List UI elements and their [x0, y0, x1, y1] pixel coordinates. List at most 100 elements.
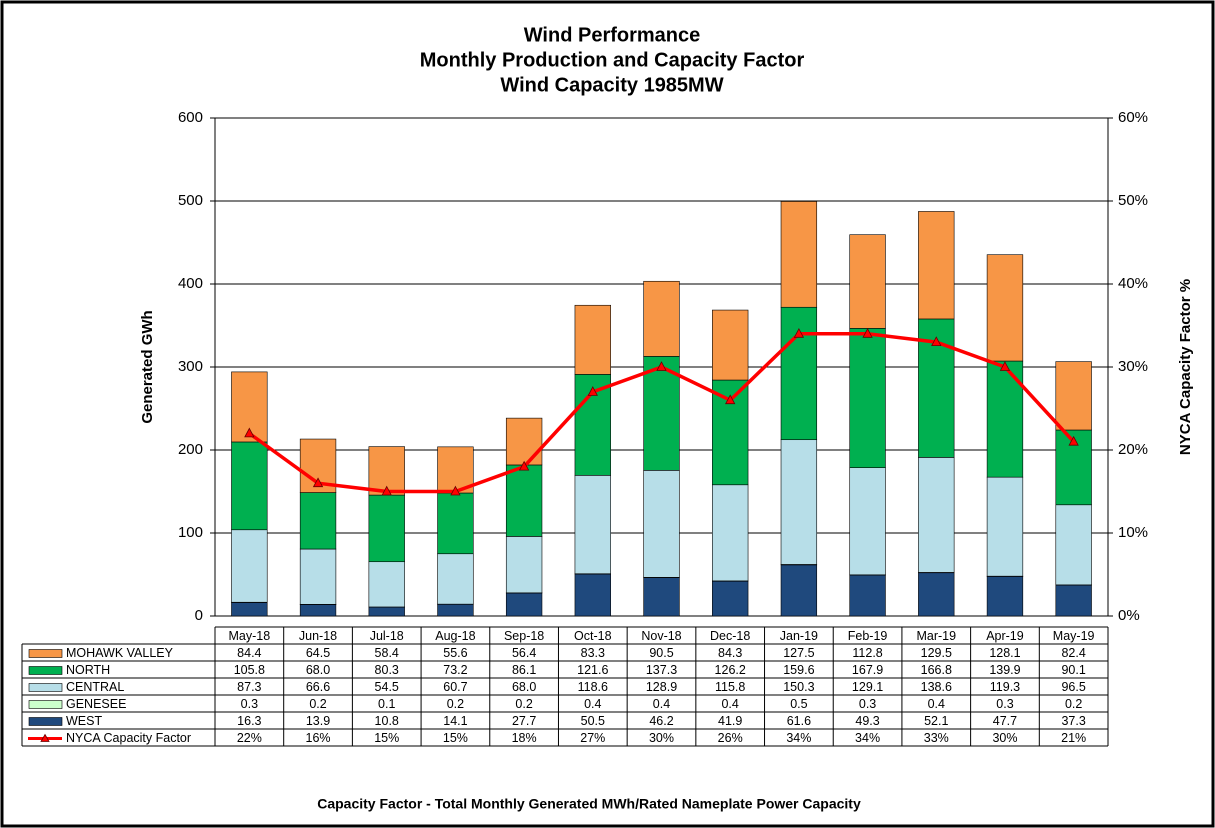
table-value: 0.4 [653, 697, 670, 711]
bar-segment [780, 201, 818, 308]
table-value: 80.3 [375, 663, 399, 677]
y2-tick-label: 30% [1118, 358, 1148, 375]
table-value: 83.3 [581, 646, 605, 660]
table-value: 0.2 [515, 697, 532, 711]
x-tick-label: May-18 [229, 629, 271, 643]
bar-segment [986, 476, 1024, 577]
table-value: 90.1 [1061, 663, 1085, 677]
bar-segment [505, 592, 543, 617]
table-value: 34% [855, 731, 880, 745]
table-value: 84.3 [718, 646, 742, 660]
bar-segment [712, 309, 749, 381]
table-value: 16.3 [237, 714, 261, 728]
x-tick-label: Aug-18 [435, 629, 475, 643]
bar-segment [299, 548, 337, 605]
x-tick-label: Feb-19 [848, 629, 888, 643]
bar-segment [1055, 504, 1092, 586]
table-value: 33% [924, 731, 949, 745]
table-value: 73.2 [443, 663, 467, 677]
y2-tick-label: 50% [1118, 192, 1148, 209]
table-value: 37.3 [1061, 714, 1085, 728]
bar-segment [505, 536, 543, 594]
table-value: 127.5 [783, 646, 814, 660]
marker [450, 485, 461, 496]
bar-segment [918, 457, 955, 573]
table-value: 18% [512, 731, 537, 745]
table-value: 13.9 [306, 714, 330, 728]
marker [931, 336, 942, 346]
bar-segment [437, 603, 474, 617]
y2-tick-label: 10% [1118, 524, 1148, 541]
table-value: 167.9 [852, 663, 883, 677]
table-value: 30% [649, 731, 674, 745]
table-value: 0.1 [378, 697, 395, 711]
y-tick-label: 0 [195, 607, 203, 624]
legend-label: MOHAWK VALLEY [66, 646, 174, 660]
bar-segment [849, 574, 886, 617]
x-tick-label: Jul-18 [370, 629, 404, 643]
x-tick-label: Dec-18 [710, 629, 750, 643]
y-axis-label: Generated GWh [139, 310, 156, 423]
bar-segment [368, 561, 405, 608]
legend-key [40, 733, 50, 742]
marker [862, 327, 873, 338]
legend-key [28, 683, 63, 692]
x-tick-label: May-19 [1053, 629, 1095, 643]
y-tick-label: 300 [178, 358, 203, 375]
marker [656, 361, 667, 371]
table-value: 0.3 [241, 697, 258, 711]
table-value: 58.4 [375, 646, 399, 660]
x-tick-label: Jun-18 [299, 629, 337, 643]
table-value: 0.2 [1065, 697, 1082, 711]
marker [587, 386, 598, 396]
marker [1068, 435, 1079, 446]
legend-label: GENESEE [66, 697, 126, 711]
y2-tick-label: 20% [1118, 441, 1148, 458]
bar-segment [643, 356, 680, 471]
bar-segment [231, 529, 268, 603]
table-value: 55.6 [443, 646, 467, 660]
table-value: 129.5 [921, 646, 952, 660]
table-value: 128.9 [646, 680, 677, 694]
table-value: 0.4 [721, 697, 738, 711]
bar-segment [849, 328, 886, 468]
table-value: 14.1 [443, 714, 467, 728]
bar-segment [505, 464, 543, 537]
x-tick-label: Jan-19 [780, 629, 818, 643]
y-tick-label: 200 [178, 441, 203, 458]
bar-segment [643, 577, 680, 617]
table-value: 54.5 [375, 680, 399, 694]
y2-tick-label: 60% [1118, 109, 1148, 126]
table-value: 47.7 [993, 714, 1017, 728]
bar-segment [849, 234, 886, 329]
table-value: 150.3 [783, 680, 814, 694]
marker [244, 427, 255, 438]
x-tick-label: Nov-18 [641, 629, 681, 643]
chart-title: Wind Performance [524, 24, 701, 46]
bar-segment [986, 254, 1024, 362]
table-value: 139.9 [989, 663, 1020, 677]
marker [793, 327, 805, 338]
table-value: 49.3 [855, 714, 879, 728]
marker [381, 485, 392, 496]
x-tick-label: Oct-18 [574, 629, 612, 643]
chart-subtitle: Monthly Production and Capacity Factor [420, 49, 805, 71]
table-value: 56.4 [512, 646, 536, 660]
table-value: 22% [237, 731, 262, 745]
table-value: 15% [374, 731, 399, 745]
table-value: 84.4 [237, 646, 261, 660]
table-value: 0.3 [859, 697, 876, 711]
bar-segment [643, 280, 680, 357]
bar-segment [1055, 361, 1092, 431]
bar-segment [368, 606, 405, 617]
legend-label: NORTH [66, 663, 110, 677]
marker [518, 460, 530, 471]
table-value: 0.3 [996, 697, 1013, 711]
table-value: 60.7 [443, 680, 467, 694]
table-value: 121.6 [577, 663, 608, 677]
bar-segment [574, 304, 611, 375]
table-value: 52.1 [924, 714, 948, 728]
table-value: 86.1 [512, 663, 536, 677]
table-value: 15% [443, 731, 468, 745]
legend-key [28, 649, 63, 658]
